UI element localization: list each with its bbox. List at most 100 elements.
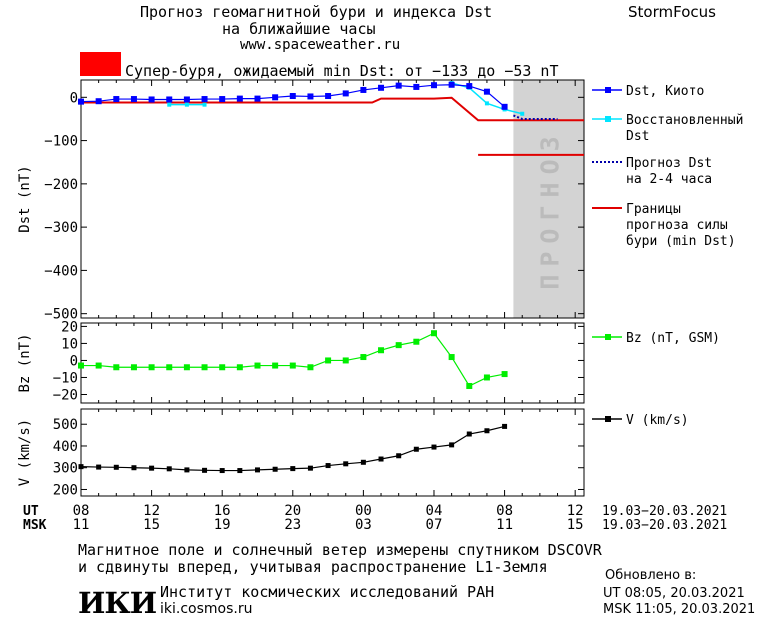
dst-point [183, 96, 190, 103]
bz-point [378, 347, 385, 354]
y-tick-label: 300 [53, 461, 78, 477]
bz-point [342, 357, 349, 364]
msk-tick-label: 03 [355, 517, 372, 533]
v-point [272, 466, 278, 472]
v-point [466, 431, 472, 437]
dst-point [113, 96, 120, 103]
dst-point [95, 98, 102, 105]
bz-point [113, 364, 120, 371]
iki-logo: ИКИ [78, 586, 157, 620]
bz-point [254, 362, 261, 369]
dst-point [378, 84, 385, 91]
chart-subtitle: на ближайшие часы [222, 20, 376, 38]
ut-tick-label: 12 [143, 503, 160, 519]
updated-msk: MSK 11:05, 20.03.2021 [603, 602, 756, 617]
v-point [484, 428, 490, 434]
v-point [343, 461, 349, 467]
y-tick-label: −10 [53, 370, 78, 386]
y-tick-label: 10 [61, 336, 78, 352]
bz-point [448, 354, 455, 361]
y-axis-label: Dst (nT) [17, 165, 33, 232]
bz-point [466, 382, 473, 389]
forecast-zone-label: ПРОГНОЗ [536, 128, 565, 289]
storm-level-swatch [80, 52, 121, 76]
y-tick-label: −400 [44, 263, 78, 279]
dst-point [360, 86, 367, 93]
v-line [80, 425, 505, 472]
bz-line [81, 332, 505, 387]
msk-tick-label: 23 [284, 517, 301, 533]
msk-axis-label: MSK [23, 518, 47, 533]
bz-point [325, 357, 332, 364]
legend-bounds-label: Границы [626, 202, 681, 217]
bz-point [130, 364, 137, 371]
v-point [360, 459, 366, 465]
v-point [96, 464, 102, 470]
dst-point [272, 94, 279, 101]
legend-bounds-label: прогноза силы [626, 218, 728, 233]
bz-point [395, 342, 402, 349]
v-point [449, 442, 455, 448]
dst-point [466, 83, 473, 90]
bz-point [183, 364, 190, 371]
v-point [431, 444, 437, 450]
v-point [184, 467, 190, 473]
dst-point [236, 95, 243, 102]
chart-title: Прогноз геомагнитной бури и индекса Dst [140, 3, 493, 21]
y-tick-label: −20 [53, 387, 78, 403]
site-link[interactable]: www.spaceweather.ru [240, 37, 401, 53]
updated-ut: UT 08:05, 20.03.2021 [603, 586, 745, 601]
y-axis-label: Bz (nT) [17, 333, 33, 392]
bz-point [430, 330, 437, 337]
series-layer [78, 81, 584, 474]
brand-label: StormFocus [628, 3, 716, 21]
ut-tick-label: 08 [496, 503, 513, 519]
restored-point [520, 111, 525, 116]
v-point [325, 463, 331, 469]
bz-point [95, 362, 102, 369]
legend-restored-label: Dst [626, 129, 649, 144]
bz-point [236, 364, 243, 371]
legend-bounds-label: бури (min Dst) [626, 234, 736, 249]
legend-restored-marker [605, 116, 611, 122]
ut-date-range: 19.03−20.03.2021 [602, 504, 727, 519]
msk-date-range: 19.03−20.03.2021 [602, 518, 727, 533]
legend-v-label: V (km/s) [626, 413, 689, 428]
dst-point [501, 103, 508, 110]
ut-tick-label: 12 [567, 503, 584, 519]
bz-point [219, 364, 226, 371]
v-point [78, 464, 84, 470]
msk-tick-label: 07 [426, 517, 443, 533]
bz-point [201, 364, 208, 371]
v-point [290, 466, 296, 472]
ut-tick-label: 20 [284, 503, 301, 519]
legend-forecast-label: Прогноз Dst [626, 156, 712, 171]
v-point [237, 468, 243, 474]
ut-tick-label: 04 [426, 503, 443, 519]
restored-point [167, 102, 172, 107]
dst-point [430, 82, 437, 89]
institute-link[interactable]: iki.cosmos.ru [160, 601, 253, 617]
legend-v-marker [605, 416, 611, 422]
legend-dst-marker [605, 87, 611, 93]
v-point [113, 464, 119, 470]
y-tick-label: 200 [53, 482, 78, 498]
bz-point [501, 371, 508, 378]
y-tick-label: 400 [53, 439, 78, 455]
footnote-line-1: Магнитное поле и солнечный ветер измерен… [78, 541, 602, 559]
legend-restored-label: Восстановленный [626, 113, 743, 128]
y-tick-label: 500 [53, 417, 78, 433]
v-point [502, 423, 508, 429]
v-point [254, 467, 260, 473]
panel-frame [80, 408, 585, 497]
dst-point [289, 93, 296, 100]
forecast-line [513, 114, 558, 120]
dst-point [130, 96, 137, 103]
y-axis-label: V (km/s) [17, 419, 33, 486]
v-point [378, 456, 384, 462]
dst-point [254, 95, 261, 102]
legend-forecast-label: на 2-4 часа [626, 172, 712, 187]
dst-point [219, 96, 226, 103]
